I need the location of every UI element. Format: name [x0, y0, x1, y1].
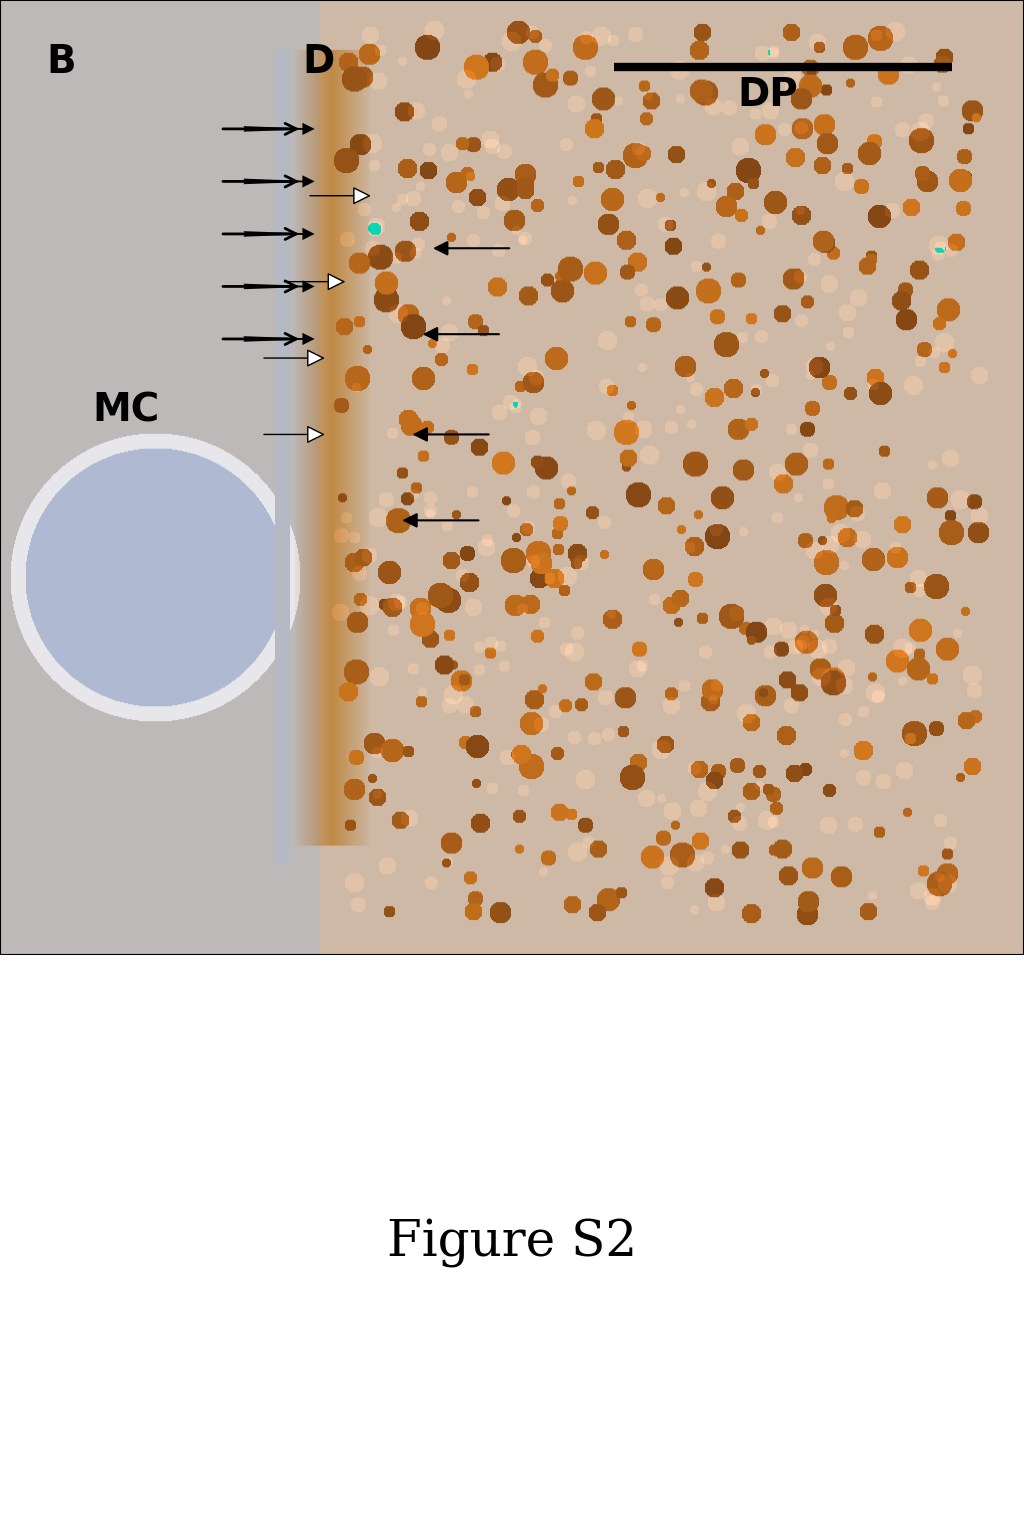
Text: D: D: [302, 43, 334, 82]
Text: B: B: [46, 43, 76, 82]
Text: Figure S2: Figure S2: [387, 1218, 637, 1269]
Text: DP: DP: [737, 77, 798, 114]
Text: MC: MC: [92, 391, 160, 430]
